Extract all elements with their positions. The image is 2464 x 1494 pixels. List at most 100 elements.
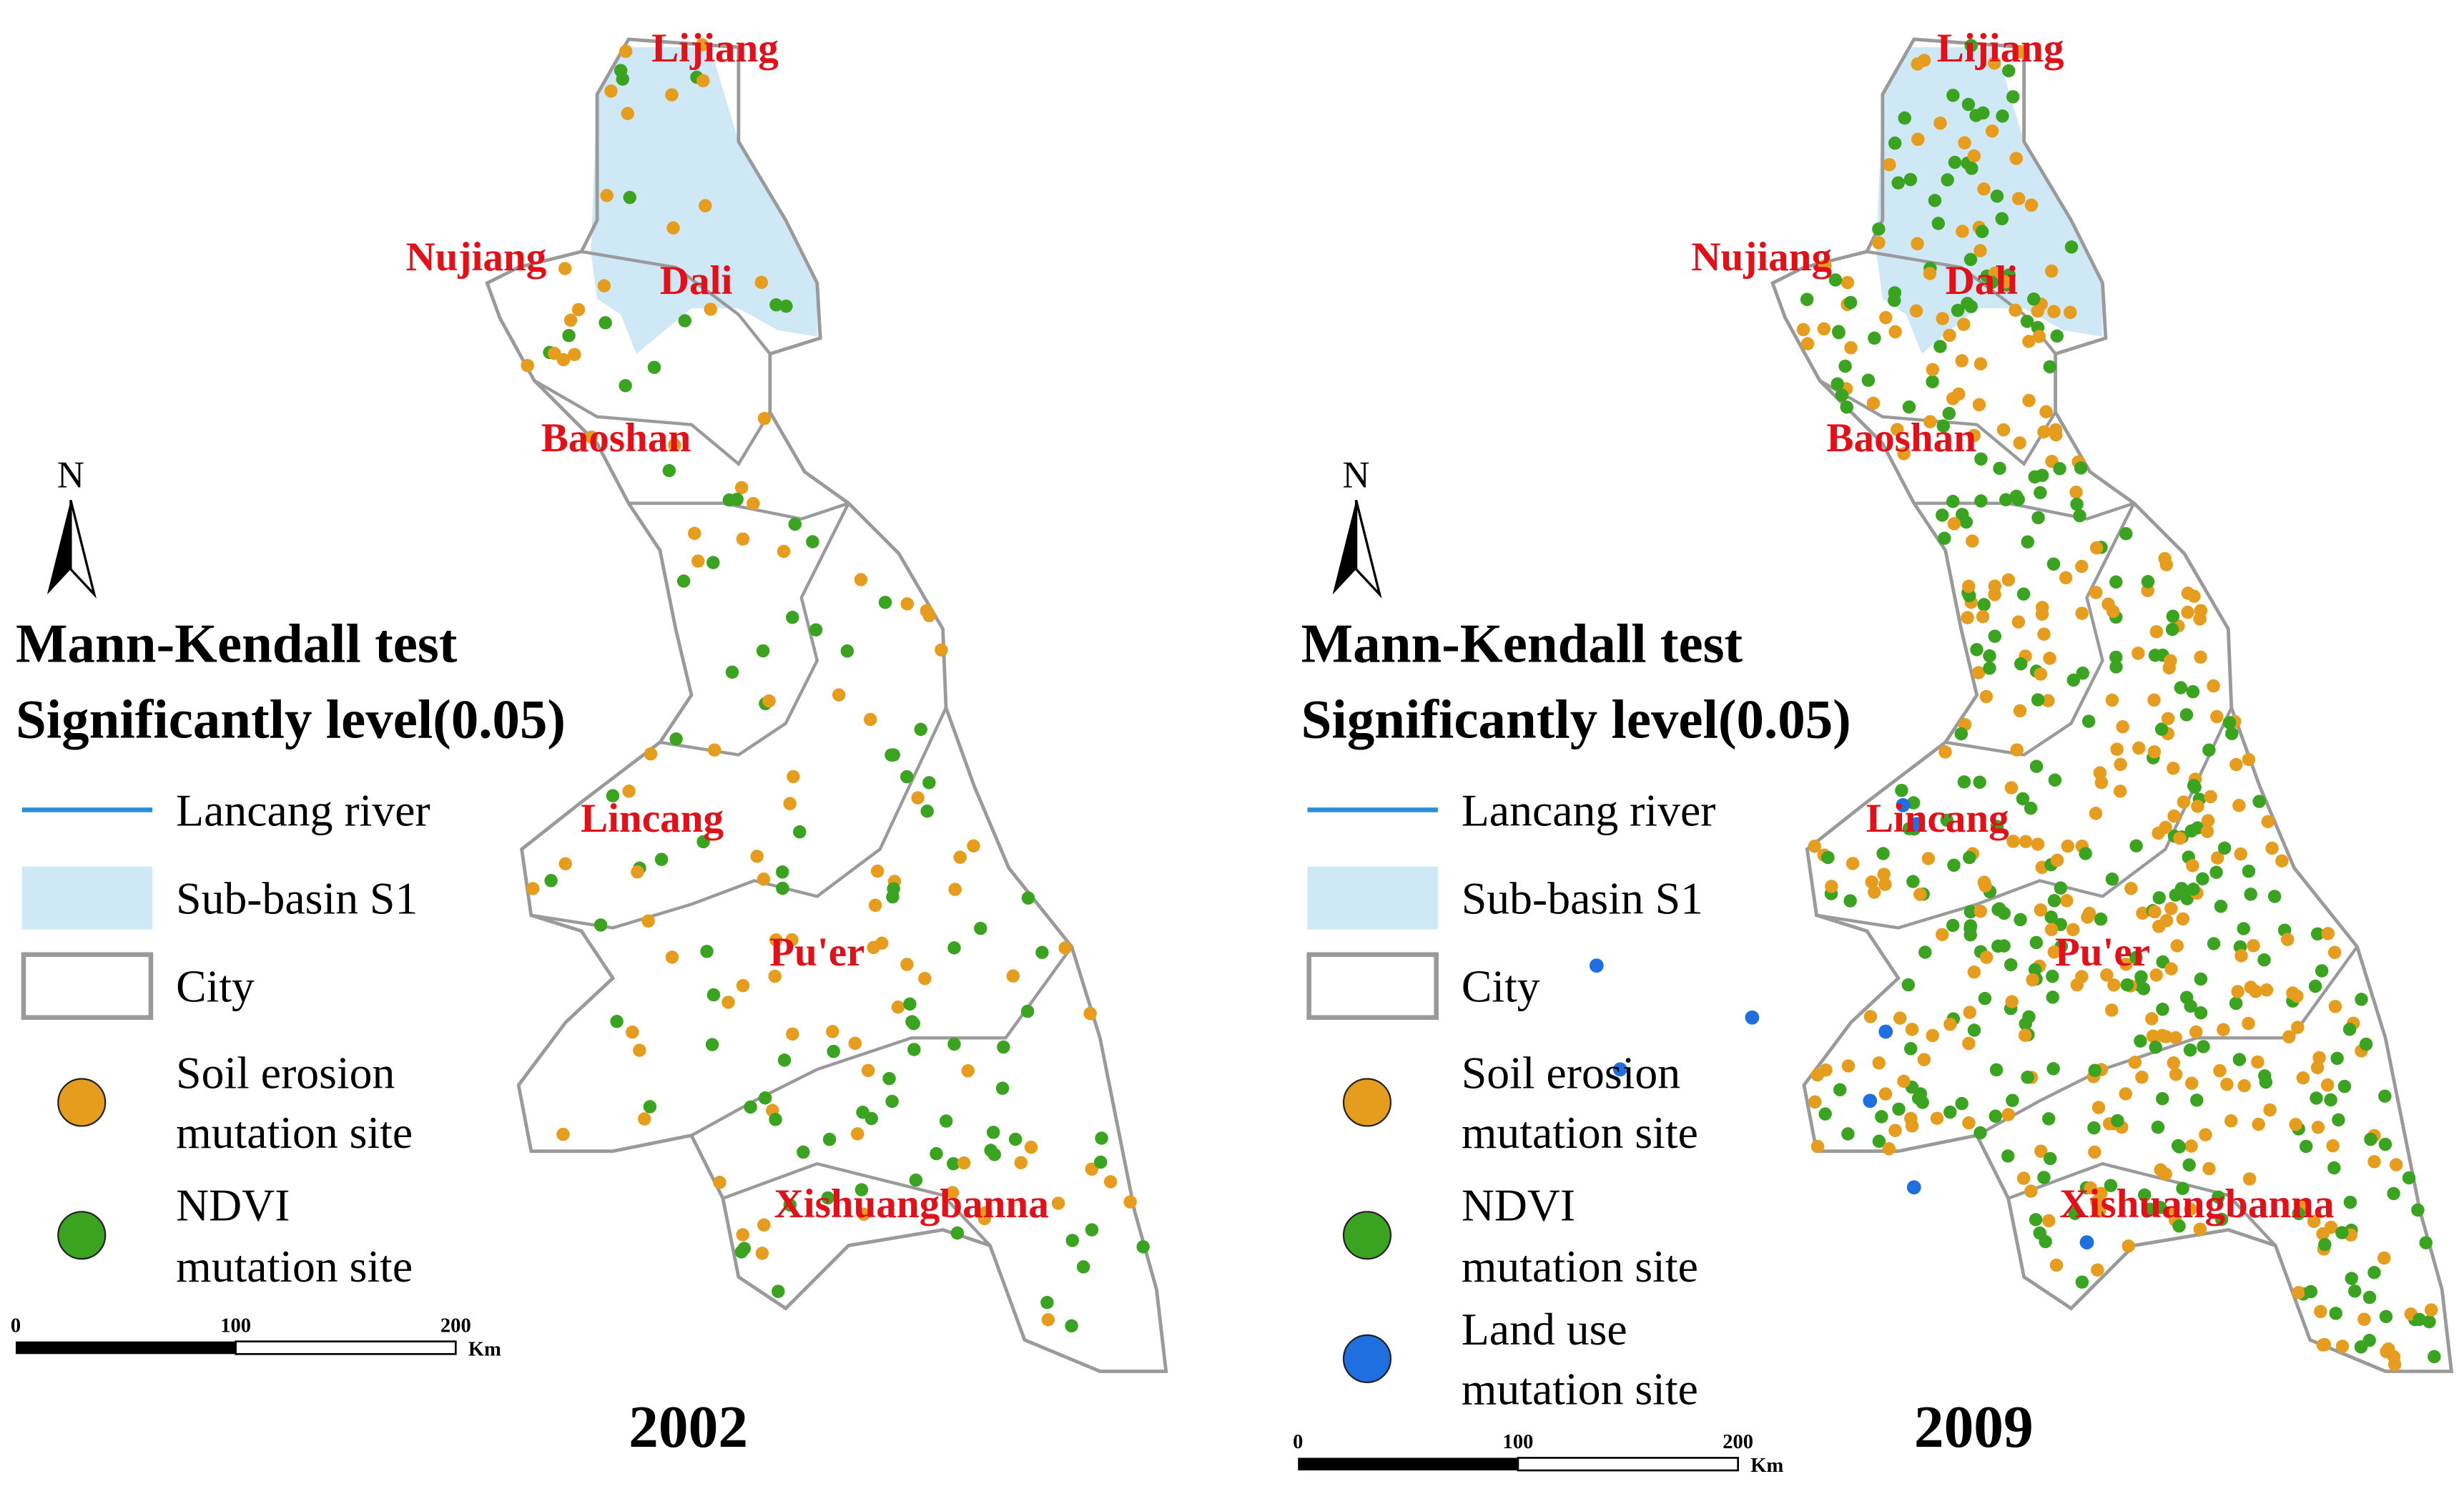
site-dot [2232,799,2246,812]
site-dot [1938,531,1951,545]
site-dot [2296,1071,2310,1085]
site-dot [1975,225,1989,238]
legend-label: mutation site [1462,1107,1698,1158]
site-dot [1888,136,1902,150]
legend-label: mutation site [176,1241,413,1292]
site-dot [2304,1284,2318,1299]
site-dot [1832,325,1845,340]
site-dot [1808,840,1821,853]
site-dot [909,1173,923,1187]
site-dot [2310,927,2325,941]
site-dot [1838,359,1852,373]
site-dot [1979,689,1994,704]
site-dot [2209,865,2223,879]
site-dot [2357,1312,2371,1326]
site-dot [1833,1083,1847,1097]
site-dot [2321,927,2335,940]
site-dot [832,688,846,702]
site-dot [2210,709,2224,724]
site-dot [2251,1055,2265,1069]
site-dot [2090,1195,2104,1209]
site-dot [1973,357,1988,370]
site-dot [2124,882,2138,895]
site-dot [2014,657,2028,671]
site-dot [1974,494,1988,508]
site-dot [2110,742,2124,756]
site-dot [562,328,576,343]
site-dot [1014,1156,1028,1169]
year-label: 2009 [1914,1395,2034,1460]
site-dot [870,864,884,878]
site-dot [2050,853,2064,868]
site-dot [1943,1105,1957,1119]
site-dot [1996,423,2011,437]
site-dot [1946,89,1960,102]
site-dot [558,262,572,275]
site-dot [1745,1010,1760,1025]
site-dot [1020,1004,1035,1018]
site-dot [2362,1290,2377,1304]
legend-dot [1342,1334,1392,1383]
site-dot [1879,310,1893,325]
site-dot [947,1037,961,1051]
site-dot [606,789,620,802]
site-dot [1905,1023,1919,1036]
site-dot [2167,809,2181,823]
north-label: N [57,455,84,496]
site-dot [1898,111,1911,125]
site-dot [688,526,701,540]
site-dot [2009,489,2024,503]
site-dot [997,1040,1010,1054]
site-dot [2222,716,2237,729]
site-dot [2217,841,2232,855]
legend-dot [57,1211,107,1260]
site-dot [2081,714,2096,728]
site-dot [2184,1202,2197,1217]
site-dot [907,1043,921,1056]
site-dot [2342,1023,2357,1036]
site-dot [1962,1036,1976,1051]
site-dot [2202,743,2216,757]
site-dot [1962,1116,1976,1130]
site-dot [809,623,823,637]
site-dot [2076,667,2089,680]
site-dot [2059,571,2073,585]
site-dot [1888,1124,1902,1137]
site-dot [2044,910,2058,924]
site-dot [2066,673,2081,687]
site-dot [2310,1061,2325,1075]
site-dot [911,791,925,805]
site-dot [1841,1127,1855,1141]
site-dot [2252,1117,2265,1131]
city-boundary [722,1161,992,1247]
site-dot [2084,1181,2097,1195]
site-dot [2001,1108,2015,1121]
site-dot [1973,904,1987,918]
site-dot [1917,1053,1931,1066]
site-dot [2024,198,2039,212]
site-dot [2022,393,2036,408]
city-boundary [690,945,1073,1137]
site-dot [2010,743,2024,757]
site-dot [1973,1126,1987,1140]
site-dot [1963,928,1977,942]
site-dot [2046,557,2061,571]
site-dot [2014,913,2027,927]
site-dot [2044,264,2059,278]
site-dot [623,190,637,205]
site-dot [1035,945,1049,959]
site-dot [2089,541,2104,555]
site-dot [2020,315,2034,328]
site-dot [920,805,934,818]
site-dot [2204,790,2217,804]
site-dot [2022,1010,2036,1024]
site-dot [2330,1051,2344,1066]
site-dot [700,945,714,958]
site-dot [2041,694,2055,707]
site-dot [875,936,889,950]
legend-dot [1342,1078,1392,1127]
site-dot [1095,1131,1108,1145]
site-dot [2069,485,2083,499]
site-dot [2136,906,2149,920]
site-dot [1967,965,1981,979]
